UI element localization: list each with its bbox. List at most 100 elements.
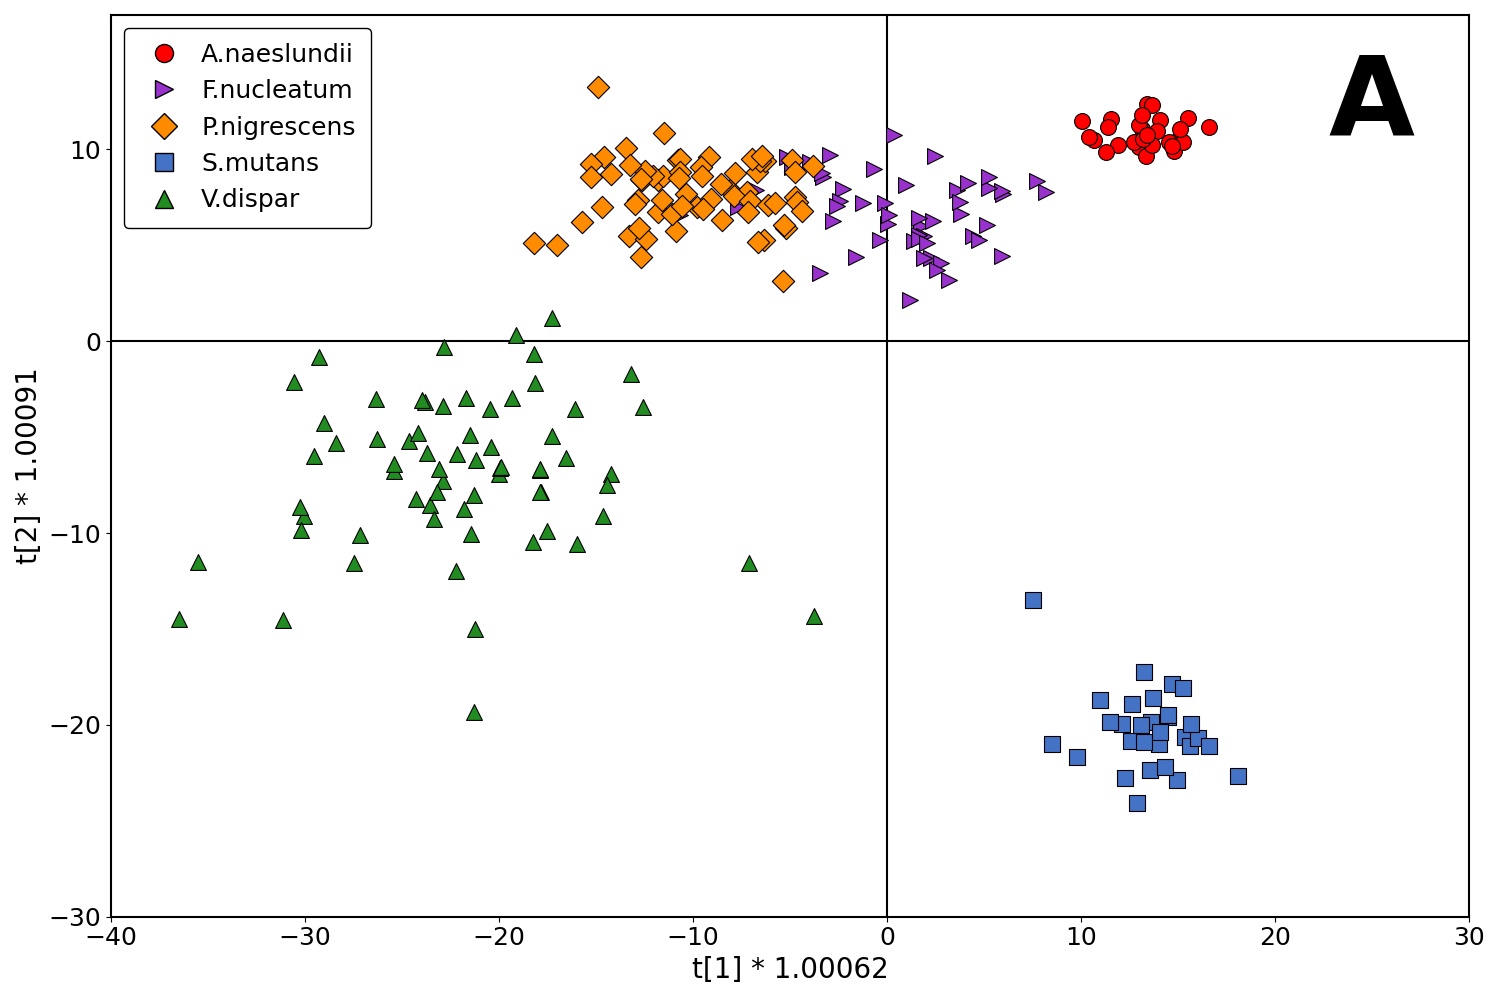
P.nigrescens: [633, 163, 657, 179]
P.nigrescens: [722, 188, 746, 204]
S.mutans: [1120, 695, 1144, 711]
P.nigrescens: [723, 166, 747, 182]
F.nucleatum: [948, 194, 972, 210]
P.nigrescens: [686, 199, 709, 215]
S.mutans: [1226, 768, 1250, 784]
S.mutans: [1138, 762, 1162, 778]
A.naeslundii: [1146, 123, 1170, 139]
V.dispar: [562, 401, 586, 417]
P.nigrescens: [753, 153, 777, 169]
F.nucleatum: [844, 249, 868, 265]
S.mutans: [1164, 771, 1188, 787]
P.nigrescens: [756, 197, 780, 213]
S.mutans: [1197, 738, 1221, 754]
P.nigrescens: [748, 153, 772, 169]
A.naeslundii: [1162, 143, 1186, 159]
P.nigrescens: [790, 203, 814, 219]
P.nigrescens: [618, 228, 642, 244]
X-axis label: t[1] * 1.00062: t[1] * 1.00062: [692, 956, 888, 984]
P.nigrescens: [669, 164, 693, 180]
F.nucleatum: [776, 149, 800, 165]
F.nucleatum: [909, 218, 933, 234]
F.nucleatum: [962, 229, 986, 245]
F.nucleatum: [822, 213, 846, 229]
S.mutans: [1179, 715, 1203, 731]
F.nucleatum: [726, 199, 750, 215]
P.nigrescens: [668, 170, 692, 186]
P.nigrescens: [598, 166, 622, 182]
V.dispar: [459, 526, 483, 542]
A.naeslundii: [1128, 117, 1152, 133]
A.naeslundii: [1197, 119, 1221, 135]
V.dispar: [464, 452, 488, 468]
F.nucleatum: [828, 194, 852, 210]
V.dispar: [478, 439, 502, 455]
F.nucleatum: [915, 236, 939, 252]
V.dispar: [427, 462, 451, 478]
V.dispar: [566, 536, 590, 552]
V.dispar: [303, 448, 327, 464]
V.dispar: [312, 416, 336, 432]
A.naeslundii: [1095, 145, 1119, 161]
P.nigrescens: [646, 204, 670, 220]
V.dispar: [342, 554, 366, 570]
F.nucleatum: [780, 159, 804, 175]
F.nucleatum: [976, 180, 1000, 196]
A.naeslundii: [1131, 122, 1155, 138]
P.nigrescens: [668, 151, 692, 167]
S.mutans: [1110, 716, 1134, 732]
P.nigrescens: [522, 235, 546, 251]
F.nucleatum: [810, 165, 834, 181]
F.nucleatum: [669, 207, 693, 223]
V.dispar: [536, 522, 560, 538]
P.nigrescens: [690, 201, 714, 217]
F.nucleatum: [825, 198, 849, 214]
V.dispar: [528, 462, 552, 478]
V.dispar: [430, 473, 454, 489]
A.naeslundii: [1077, 129, 1101, 145]
V.dispar: [430, 398, 454, 414]
P.nigrescens: [747, 235, 771, 251]
V.dispar: [306, 350, 330, 366]
V.dispar: [488, 466, 512, 482]
V.dispar: [522, 346, 546, 362]
P.nigrescens: [570, 215, 594, 231]
P.nigrescens: [670, 198, 694, 214]
S.mutans: [1113, 770, 1137, 786]
V.dispar: [363, 392, 387, 408]
F.nucleatum: [852, 195, 876, 211]
A.naeslundii: [1140, 137, 1164, 153]
S.mutans: [1020, 592, 1044, 608]
P.nigrescens: [699, 191, 723, 207]
V.dispar: [462, 488, 486, 503]
S.mutans: [1160, 676, 1184, 692]
F.nucleatum: [873, 196, 897, 212]
F.nucleatum: [908, 228, 932, 244]
V.dispar: [186, 553, 210, 569]
P.nigrescens: [752, 232, 776, 248]
F.nucleatum: [878, 207, 902, 223]
S.mutans: [1186, 729, 1210, 745]
F.nucleatum: [1024, 173, 1048, 189]
F.nucleatum: [798, 154, 822, 170]
V.dispar: [489, 460, 513, 476]
Y-axis label: t[2] * 1.00091: t[2] * 1.00091: [15, 368, 44, 564]
V.dispar: [405, 491, 429, 506]
F.nucleatum: [744, 182, 768, 198]
F.nucleatum: [976, 169, 1000, 185]
P.nigrescens: [663, 224, 687, 240]
F.nucleatum: [920, 250, 944, 266]
P.nigrescens: [771, 273, 795, 289]
P.nigrescens: [634, 232, 658, 248]
F.nucleatum: [912, 250, 936, 266]
A.naeslundii: [1140, 97, 1164, 113]
P.nigrescens: [750, 148, 774, 164]
P.nigrescens: [736, 204, 760, 220]
V.dispar: [288, 500, 312, 515]
F.nucleatum: [906, 211, 930, 227]
V.dispar: [462, 704, 486, 720]
F.nucleatum: [975, 217, 999, 233]
P.nigrescens: [746, 164, 770, 180]
P.nigrescens: [666, 153, 690, 169]
P.nigrescens: [651, 169, 675, 185]
